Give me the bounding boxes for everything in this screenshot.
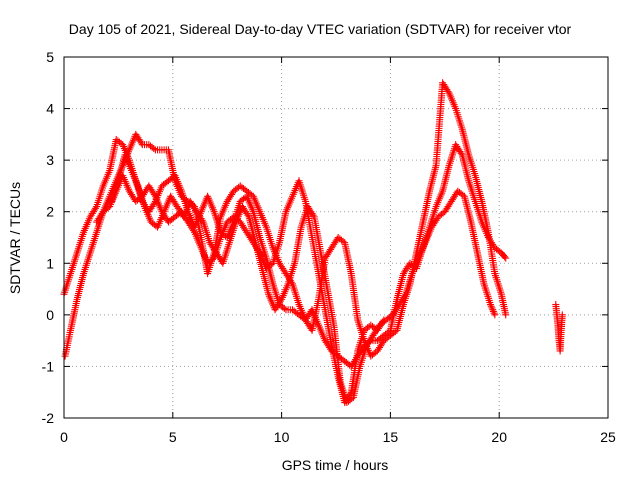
- data-point: [379, 318, 387, 326]
- data-point: [150, 145, 158, 153]
- data-point: [309, 211, 317, 219]
- data-point: [346, 390, 354, 398]
- data-point: [277, 297, 285, 305]
- x-tick-label: 0: [60, 429, 68, 445]
- data-point: [189, 227, 197, 235]
- y-tick-label: 2: [46, 204, 54, 220]
- data-point: [198, 216, 206, 224]
- y-axis-label: SDTVAR / TECUs: [7, 182, 23, 294]
- data-point: [444, 87, 452, 95]
- chart-title: Day 105 of 2021, Sidereal Day-to-day VTE…: [69, 21, 572, 37]
- data-point: [244, 211, 252, 219]
- data-point: [488, 304, 496, 312]
- data-point: [280, 304, 288, 312]
- data-point: [487, 302, 495, 310]
- x-tick-label: 25: [600, 429, 616, 445]
- x-tick-label: 10: [274, 429, 290, 445]
- x-tick-label: 15: [383, 429, 399, 445]
- y-tick-label: -2: [42, 410, 55, 426]
- plot-frame: [63, 56, 609, 419]
- data-point: [501, 253, 509, 261]
- data-point: [490, 309, 498, 317]
- data-point: [92, 204, 100, 212]
- data-point: [558, 311, 566, 319]
- data-point: [502, 254, 510, 262]
- data-point: [489, 307, 497, 315]
- y-tick-label: 0: [46, 307, 54, 323]
- y-tick-label: -1: [42, 358, 55, 374]
- data-point: [255, 247, 263, 255]
- data-point: [380, 316, 388, 324]
- data-point: [137, 139, 145, 147]
- x-tick-label: 5: [169, 429, 177, 445]
- x-tick-label: 20: [491, 429, 507, 445]
- data-point: [491, 311, 499, 319]
- data-point: [502, 311, 510, 319]
- data-point: [457, 149, 465, 157]
- data-point: [401, 292, 409, 300]
- data-point: [489, 306, 497, 314]
- y-tick-label: 5: [46, 49, 54, 65]
- axis-ticks: 0 5 10 15 20 25 -2 -1 0 1 2 3 4 5: [42, 49, 616, 445]
- y-tick-label: 1: [46, 255, 54, 271]
- data-point: [486, 301, 494, 309]
- y-tick-label: 3: [46, 152, 54, 168]
- data-point: [150, 191, 158, 199]
- x-axis-label: GPS time / hours: [282, 457, 389, 473]
- data-points: [60, 79, 566, 407]
- y-tick-label: 4: [46, 101, 54, 117]
